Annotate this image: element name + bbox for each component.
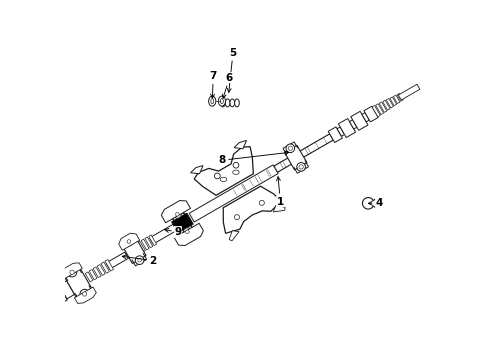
Polygon shape	[161, 201, 190, 223]
Text: 4: 4	[367, 198, 382, 208]
Polygon shape	[363, 106, 377, 122]
Circle shape	[57, 291, 62, 297]
Polygon shape	[382, 100, 389, 110]
Polygon shape	[85, 272, 93, 282]
Circle shape	[259, 200, 264, 205]
Text: 7: 7	[209, 71, 217, 98]
Polygon shape	[133, 243, 142, 254]
Polygon shape	[361, 113, 368, 122]
Polygon shape	[141, 239, 149, 250]
Polygon shape	[59, 281, 74, 299]
Text: 1: 1	[276, 177, 284, 207]
Polygon shape	[65, 269, 92, 297]
Polygon shape	[284, 145, 306, 170]
Circle shape	[175, 212, 179, 216]
Polygon shape	[122, 238, 146, 264]
Circle shape	[124, 237, 133, 246]
Circle shape	[285, 144, 294, 153]
Text: 9: 9	[164, 227, 182, 237]
Polygon shape	[393, 95, 399, 104]
Polygon shape	[273, 206, 285, 212]
Polygon shape	[398, 84, 419, 100]
Polygon shape	[386, 99, 392, 108]
Text: 5: 5	[227, 48, 236, 92]
Text: 2: 2	[122, 255, 156, 266]
Circle shape	[234, 215, 239, 220]
Text: 3: 3	[0, 359, 1, 360]
Ellipse shape	[56, 285, 63, 303]
Polygon shape	[93, 267, 101, 278]
Polygon shape	[349, 120, 356, 129]
Polygon shape	[338, 118, 355, 138]
Polygon shape	[74, 287, 96, 303]
Polygon shape	[190, 166, 203, 174]
Polygon shape	[389, 97, 396, 106]
Polygon shape	[378, 102, 386, 112]
Polygon shape	[327, 127, 342, 143]
Ellipse shape	[218, 96, 225, 106]
Circle shape	[296, 163, 305, 171]
Polygon shape	[172, 212, 192, 234]
Ellipse shape	[210, 99, 213, 104]
Polygon shape	[55, 284, 67, 302]
Polygon shape	[106, 252, 128, 269]
Polygon shape	[174, 223, 203, 246]
Circle shape	[183, 228, 191, 236]
Circle shape	[233, 162, 238, 168]
Circle shape	[82, 292, 86, 296]
Text: 8: 8	[218, 151, 288, 165]
Polygon shape	[223, 186, 281, 233]
Polygon shape	[101, 262, 109, 273]
Polygon shape	[97, 265, 105, 275]
Polygon shape	[89, 269, 97, 280]
Circle shape	[173, 210, 181, 218]
Polygon shape	[227, 134, 332, 199]
Circle shape	[298, 165, 303, 169]
Polygon shape	[61, 263, 82, 279]
Polygon shape	[194, 147, 253, 195]
Ellipse shape	[225, 99, 229, 107]
Polygon shape	[234, 140, 246, 149]
Text: 6: 6	[222, 73, 233, 98]
Ellipse shape	[234, 99, 239, 107]
Polygon shape	[144, 237, 152, 248]
Circle shape	[80, 289, 89, 299]
Polygon shape	[171, 213, 193, 233]
Ellipse shape	[220, 177, 226, 181]
Polygon shape	[105, 260, 113, 271]
Circle shape	[70, 270, 74, 274]
Polygon shape	[350, 111, 367, 130]
Circle shape	[135, 256, 143, 265]
Polygon shape	[396, 93, 403, 101]
Polygon shape	[336, 127, 344, 136]
Circle shape	[138, 258, 141, 262]
Ellipse shape	[229, 99, 234, 107]
Polygon shape	[119, 233, 140, 250]
Ellipse shape	[220, 99, 225, 107]
Circle shape	[185, 230, 189, 234]
Polygon shape	[375, 104, 383, 114]
Polygon shape	[189, 165, 278, 222]
Polygon shape	[137, 241, 145, 252]
Ellipse shape	[220, 99, 223, 104]
Polygon shape	[229, 231, 239, 241]
Ellipse shape	[208, 96, 215, 106]
Circle shape	[67, 267, 77, 277]
Circle shape	[127, 240, 130, 243]
Circle shape	[287, 146, 292, 150]
Ellipse shape	[232, 170, 239, 174]
Circle shape	[214, 173, 220, 179]
Polygon shape	[371, 105, 380, 117]
Polygon shape	[148, 235, 156, 246]
Polygon shape	[149, 224, 178, 244]
